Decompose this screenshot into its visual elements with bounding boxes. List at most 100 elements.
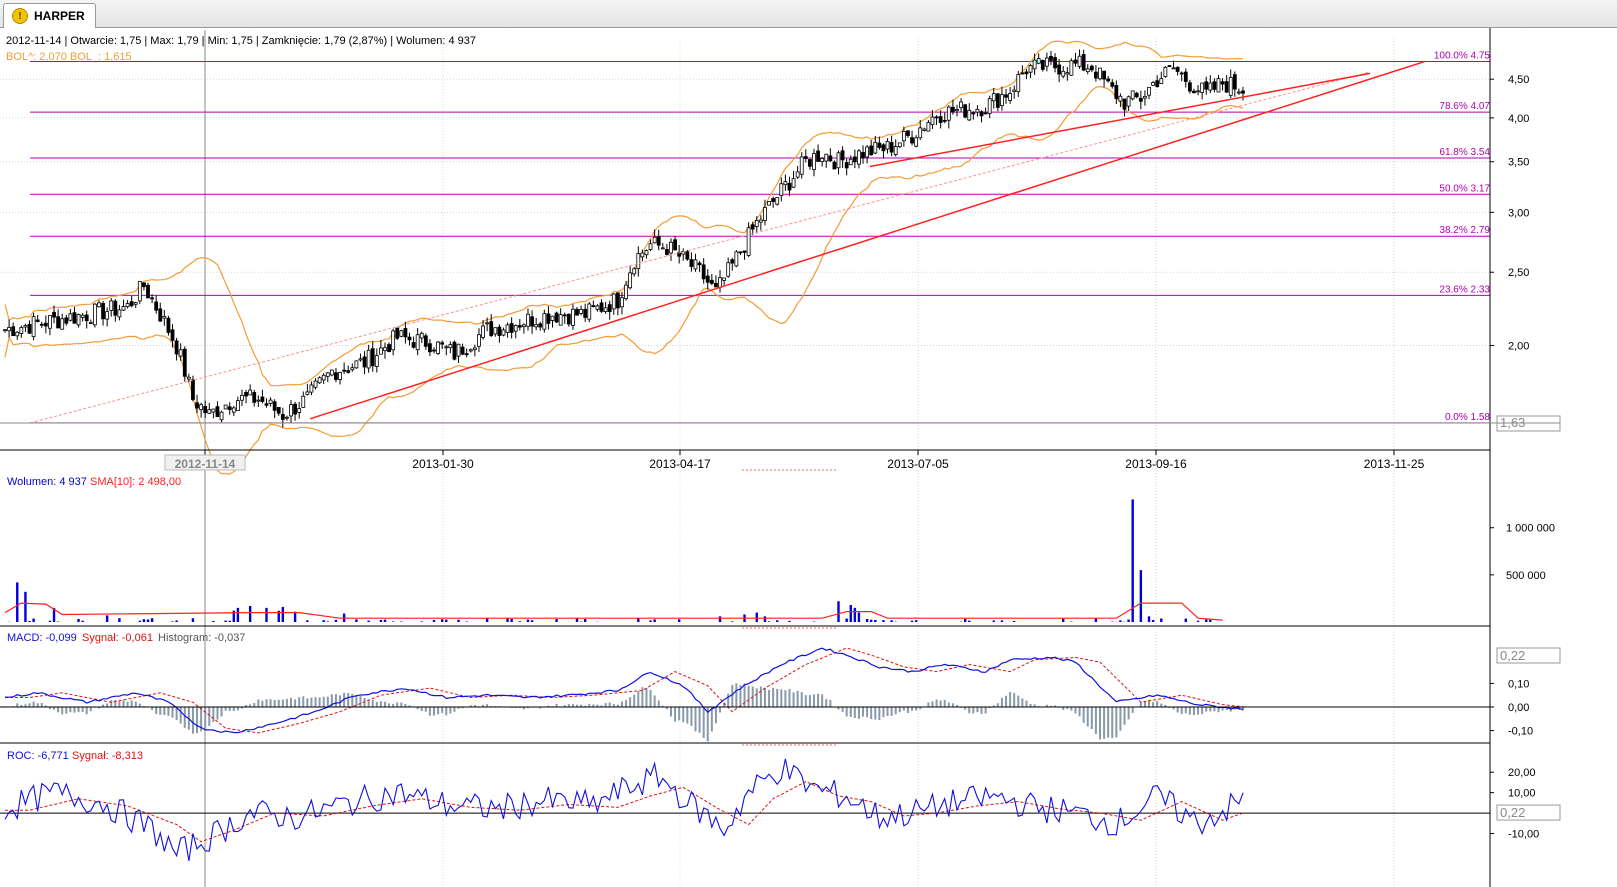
candle-body [174, 340, 179, 355]
candle-body [468, 349, 473, 352]
candle-body [154, 301, 159, 311]
candle-body [56, 316, 61, 329]
candle-body [648, 243, 653, 250]
candle-body [113, 300, 118, 316]
candle-body [23, 325, 28, 328]
candle-body [848, 158, 853, 166]
candle-body [129, 301, 134, 307]
candle-body [231, 407, 236, 413]
volume-y-label: 1 000 000 [1506, 523, 1555, 535]
candle-body [1008, 92, 1013, 101]
roc-signal-line [5, 781, 1244, 843]
macd-histogram-bar [1164, 704, 1167, 707]
candle-body [219, 411, 224, 421]
y-tick-label: 2,50 [1508, 267, 1529, 279]
volume-bar [457, 619, 460, 622]
macd-histogram-bar [976, 706, 979, 713]
macd-histogram-bar [363, 697, 366, 707]
candle-body [1171, 67, 1176, 70]
candle-body [493, 327, 498, 335]
macd-histogram-bar [322, 696, 325, 707]
macd-histogram-bar [1119, 706, 1122, 731]
candle-body [211, 408, 216, 413]
macd-histogram-bar [236, 706, 239, 711]
macd-histogram-bar [576, 704, 579, 707]
candle-body [313, 380, 318, 388]
fib-level-label: 61.8% 3.54 [1439, 147, 1490, 158]
candle-body [68, 313, 73, 321]
candle-body [415, 334, 420, 351]
macd-histogram-bar [768, 689, 771, 707]
macd-histogram-bar [1111, 706, 1114, 739]
macd-histogram-bar [375, 701, 378, 707]
volume-bar [1139, 570, 1143, 622]
candle-body [820, 158, 825, 162]
candle-body [656, 235, 661, 246]
candle-body [1024, 71, 1029, 75]
macd-histogram-bar [669, 706, 672, 717]
candle-body [178, 349, 183, 357]
candle-body [1049, 55, 1053, 61]
chart-area[interactable]: 100.0% 4.75 78.6% 4.07 61.8% 3.54 50.0% 3.1… [0, 28, 1617, 887]
candle-body [722, 277, 727, 281]
macd-histogram-bar [604, 703, 607, 707]
volume-bar [191, 618, 195, 622]
candle-body [399, 330, 404, 337]
candle-body [256, 399, 261, 402]
volume-bar [1131, 499, 1134, 622]
macd-histogram-bar [951, 703, 954, 707]
candle-body [571, 308, 575, 326]
macd-histogram-bar [612, 704, 615, 707]
macd-histogram-bar [24, 704, 27, 707]
macd-histogram-bar [1033, 704, 1036, 707]
candle-body [146, 284, 150, 299]
macd-histogram-bar [1127, 706, 1130, 720]
volume-bar [306, 620, 309, 622]
candle-body [64, 317, 69, 324]
candle-body [901, 130, 906, 142]
macd-histogram-bar [862, 706, 865, 717]
volume-bar [869, 619, 873, 622]
macd-histogram-bar [326, 696, 329, 707]
candle-body [43, 322, 48, 327]
macd-histogram-bar [89, 706, 92, 712]
macd-histogram-bar [253, 703, 256, 707]
macd-histogram-bar [1000, 697, 1003, 707]
volume-bar [326, 621, 329, 622]
candle-body [1020, 72, 1025, 75]
candle-body [1114, 84, 1119, 99]
macd-histogram-bar [984, 706, 987, 714]
candle-body [1012, 89, 1017, 92]
candle-body [534, 324, 539, 328]
candle-body [186, 376, 191, 380]
macd-histogram-bar [371, 699, 374, 707]
volume-bar [963, 618, 967, 622]
macd-histogram-bar [1045, 704, 1048, 707]
volume-bar [510, 618, 513, 622]
volume-bar [28, 620, 31, 622]
volume-bar [530, 620, 534, 622]
tab-harper[interactable]: ! HARPER [3, 3, 96, 28]
macd-histogram-bar [212, 706, 215, 723]
volume-bar [1119, 620, 1122, 622]
candle-body [182, 348, 187, 377]
macd-histogram-bar [723, 702, 726, 707]
candle-body [19, 327, 24, 334]
candle-body [959, 101, 963, 109]
macd-histogram-bar [334, 694, 337, 707]
candle-body [1241, 90, 1245, 94]
macd-histogram-bar [40, 702, 43, 707]
macd-histogram-bar [1209, 706, 1212, 712]
candle-body [1220, 81, 1225, 85]
macd-histogram-bar [821, 694, 824, 707]
macd-histogram-bar [755, 688, 758, 707]
macd-histogram-bar [547, 705, 550, 707]
macd-histogram-bar [347, 692, 350, 707]
candle-body [15, 331, 20, 337]
candle-body [105, 311, 110, 320]
candle-body [1163, 67, 1168, 77]
macd-histogram-bar [837, 706, 840, 710]
candle-body [227, 406, 232, 411]
volume-bar [171, 621, 174, 622]
volume-bar [865, 619, 869, 622]
